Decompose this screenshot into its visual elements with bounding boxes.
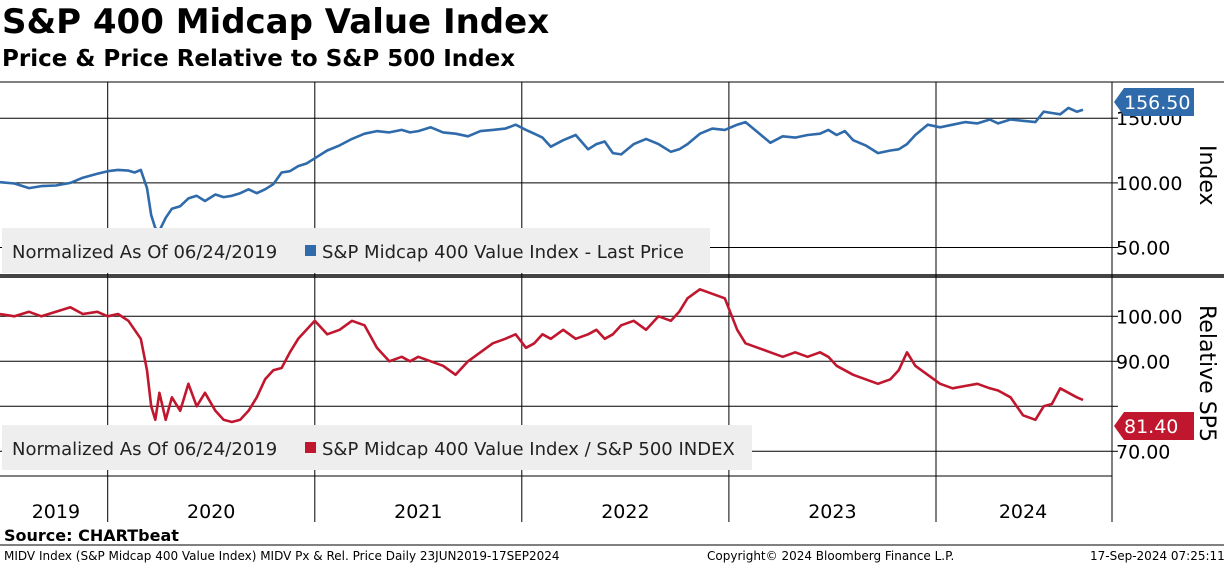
chart-title: S&P 400 Midcap Value Index [2,2,550,42]
relative-legend-swatch [305,442,316,453]
relative-y-tick-label: 70.00 [1116,441,1170,463]
price-badge-shape [1114,88,1194,116]
relative-badge-shape [1114,412,1194,440]
price-legend: Normalized As Of 06/24/2019 S&P Midcap 4… [2,228,710,273]
price-legend-prefix: Normalized As Of 06/24/2019 [12,242,277,263]
price-series-line [0,106,1084,232]
relative-legend-prefix: Normalized As Of 06/24/2019 [12,439,277,460]
price-y-tick-label: 100.00 [1116,173,1182,195]
price-last-value-badge: 156.50 [1114,88,1194,116]
price-last-value: 156.50 [1124,92,1190,114]
price-legend-label: S&P Midcap 400 Value Index - Last Price [322,242,684,263]
relative-y-tick-label: 100.00 [1116,306,1182,328]
footer-copyright: Copyright© 2024 Bloomberg Finance L.P. [707,549,955,563]
year-label: 2020 [187,501,235,523]
relative-legend: Normalized As Of 06/24/2019 S&P Midcap 4… [2,425,752,470]
price-y-tick-label: 50.00 [1116,238,1170,260]
footer-description: MIDV Index (S&P Midcap 400 Value Index) … [4,549,560,563]
relative-last-value-badge: 81.40 [1114,412,1194,440]
footer-timestamp: 17-Sep-2024 07:25:11 [1090,549,1224,563]
price-legend-background [2,228,710,273]
x-axis-year-labels: 2019 2020 2021 2022 2023 2024 [32,501,1047,523]
relative-legend-background [2,425,752,470]
chart-subtitle: Price & Price Relative to S&P 500 Index [2,46,516,72]
relative-series-line [0,288,1084,424]
relative-legend-label: S&P Midcap 400 Value Index / S&P 500 IND… [322,439,735,460]
year-label: 2021 [394,501,442,523]
price-axis-title: Index [1194,145,1219,206]
price-legend-swatch [305,245,316,256]
year-label: 2023 [808,501,856,523]
relative-last-value: 81.40 [1124,416,1178,438]
relative-y-axis-ticks: 70.00 90.00 100.00 [1112,306,1182,463]
year-label: 2024 [999,501,1047,523]
year-label: 2022 [601,501,649,523]
year-label: 2019 [32,501,80,523]
footer-source: Source: CHARTbeat [4,526,179,545]
relative-y-tick-label: 90.00 [1116,351,1170,373]
relative-axis-title: Relative SP5 [1194,305,1219,442]
